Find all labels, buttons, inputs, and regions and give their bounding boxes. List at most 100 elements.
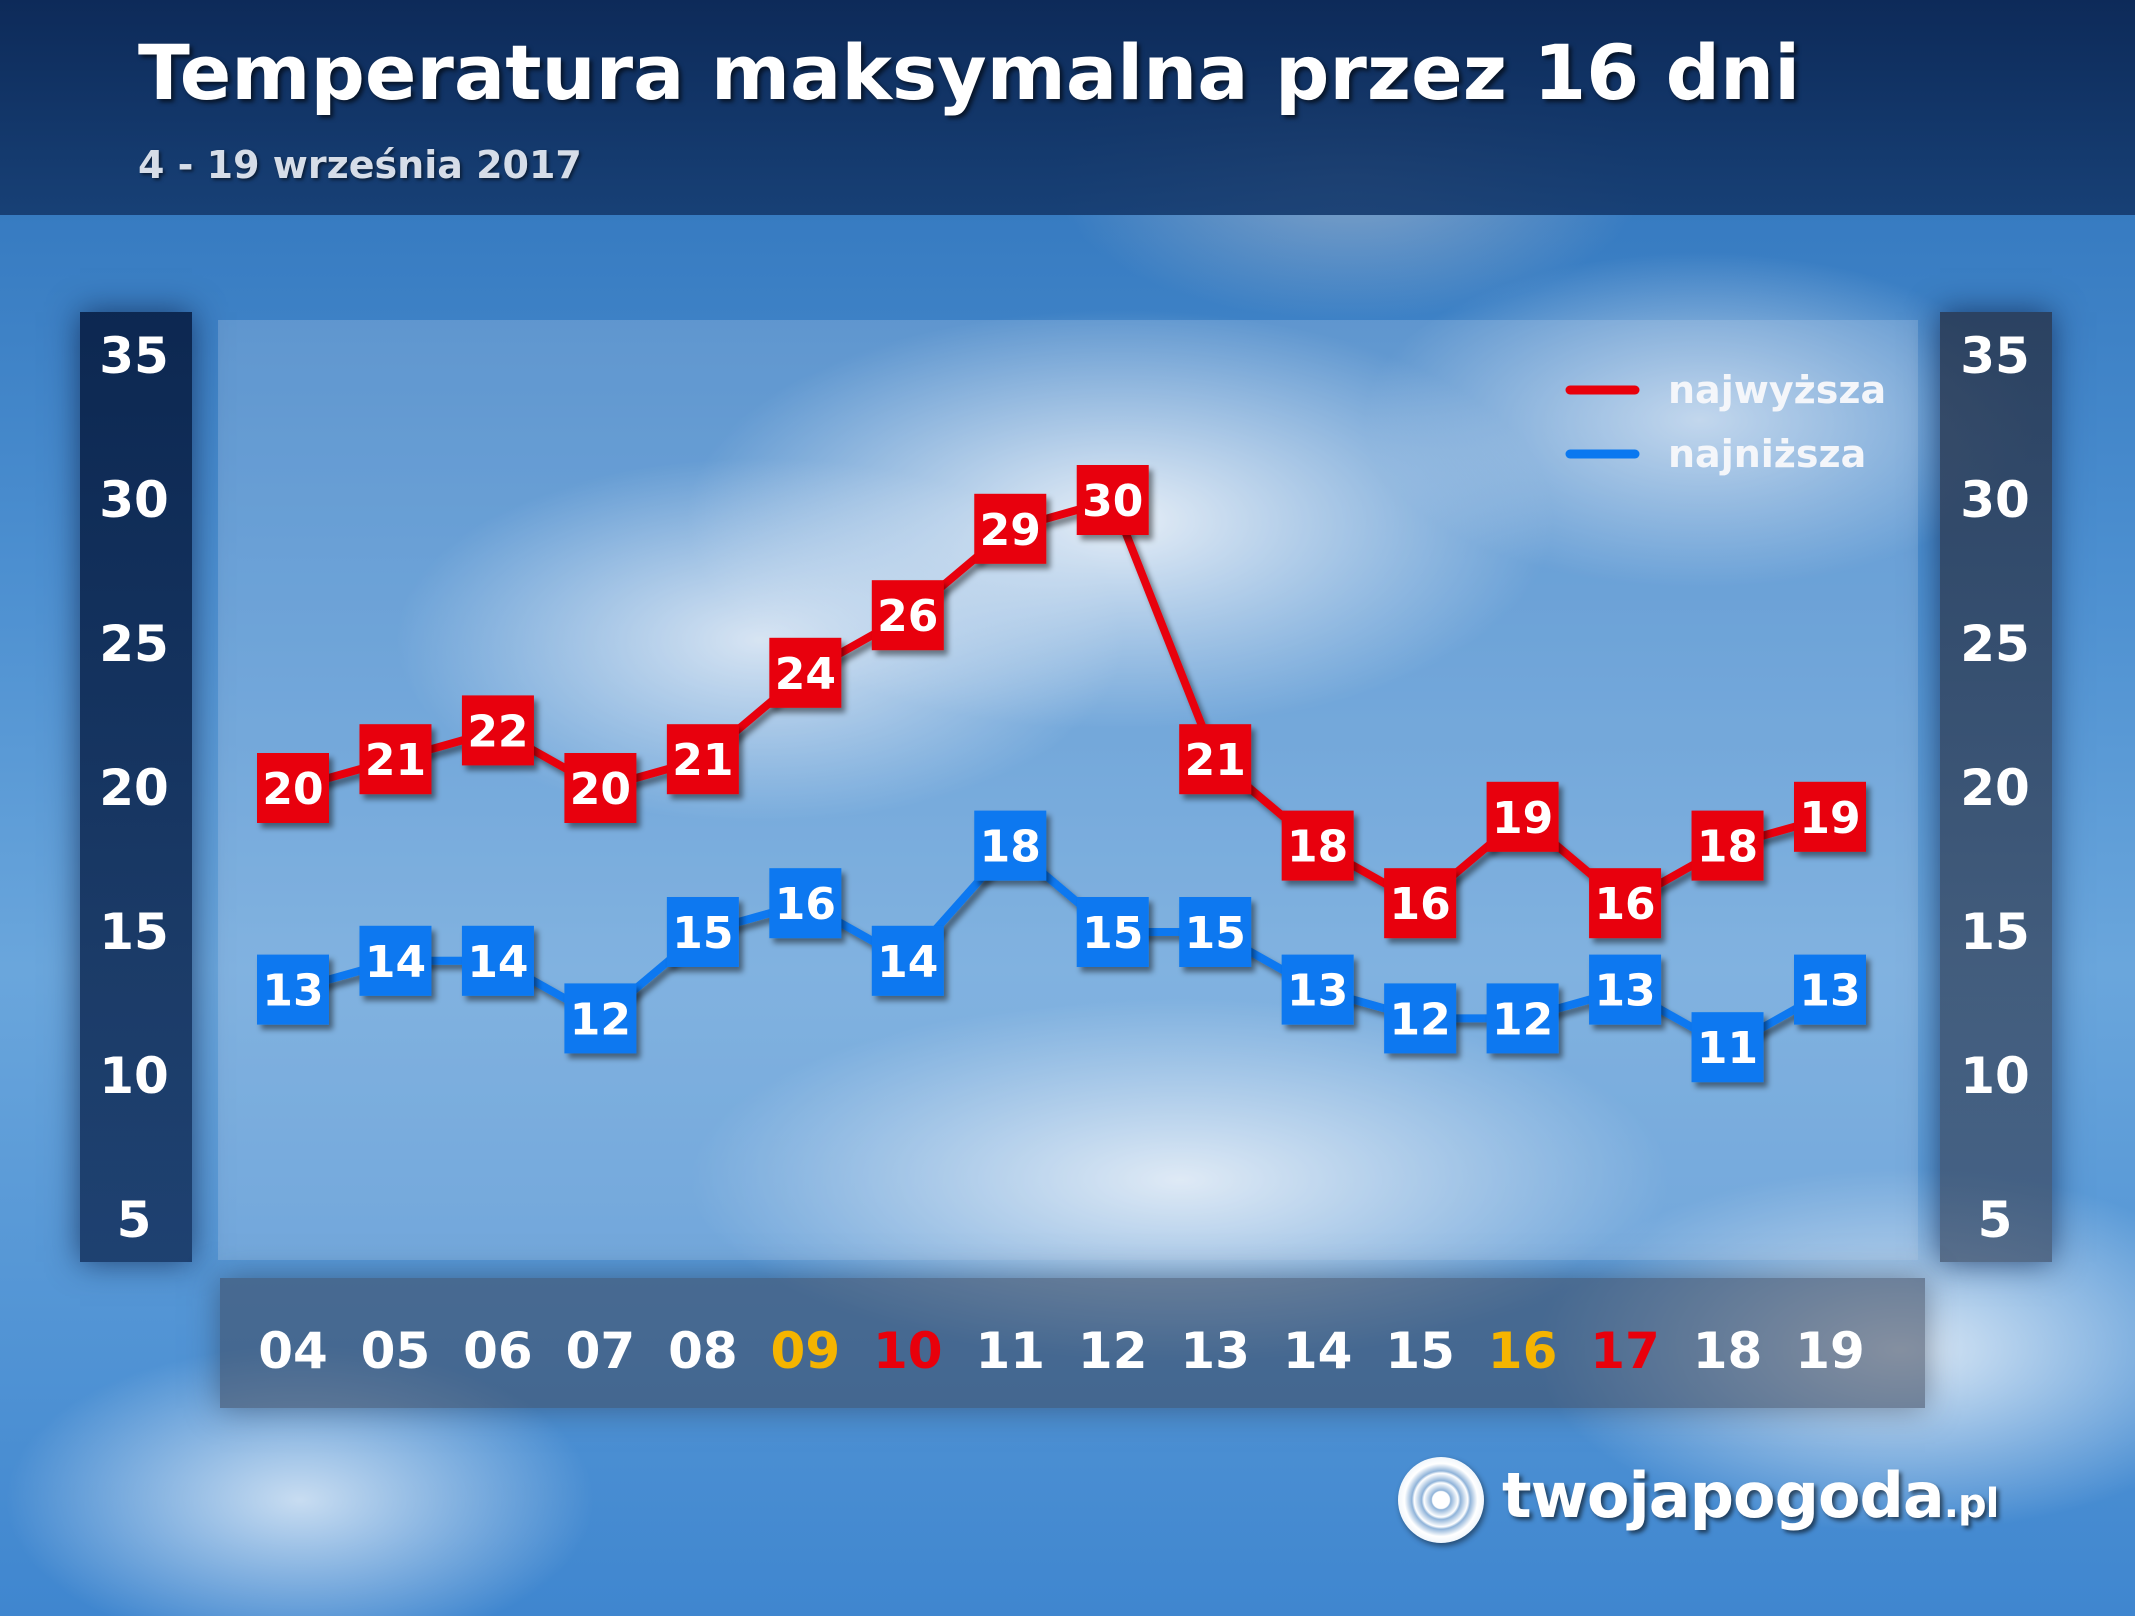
data-label: 15	[1082, 908, 1143, 959]
y-tick-label-left: 5	[117, 1191, 152, 1249]
x-tick-label: 13	[1180, 1322, 1250, 1380]
legend-label: najniższa	[1668, 432, 1866, 476]
chart-subtitle: 4 - 19 września 2017	[138, 143, 582, 187]
data-point-low: 12	[1486, 983, 1559, 1054]
data-point-box	[564, 753, 637, 823]
data-point-box	[359, 724, 432, 795]
data-point-low: 18	[974, 810, 1047, 881]
data-point-box	[1589, 868, 1662, 939]
x-tick-label: 15	[1385, 1322, 1455, 1380]
data-label: 21	[365, 735, 426, 786]
data-point-box	[1691, 1012, 1764, 1083]
data-point-box	[769, 637, 842, 708]
legend-label: najwyższa	[1668, 368, 1886, 412]
x-tick-label: 11	[975, 1322, 1045, 1380]
data-point-high: 29	[974, 493, 1047, 564]
data-point-low: 15	[666, 897, 739, 967]
data-label: 16	[775, 879, 836, 930]
data-point-box	[974, 810, 1047, 881]
y-tick-label-right: 10	[1960, 1047, 2030, 1105]
data-point-high: 26	[871, 580, 944, 651]
data-point-high: 18	[1691, 810, 1764, 881]
legend: najwyższa najniższa	[1565, 368, 1886, 476]
logo-target-icon	[1398, 1457, 1484, 1543]
data-point-box	[666, 897, 739, 967]
data-label: 14	[467, 937, 528, 988]
data-label: 11	[1697, 1023, 1758, 1074]
date-axis-strip	[220, 1278, 1925, 1408]
data-point-box	[1384, 868, 1457, 939]
data-point-low: 14	[359, 925, 432, 996]
data-point-low: 12	[564, 983, 637, 1054]
data-point-box	[1486, 983, 1559, 1054]
data-label: 13	[1287, 966, 1348, 1017]
data-point-box	[666, 724, 739, 795]
data-point-box	[974, 493, 1047, 564]
data-point-box	[1179, 897, 1252, 967]
data-label: 19	[1799, 793, 1860, 844]
x-tick-label: 06	[463, 1322, 533, 1380]
y-tick-label-left: 35	[99, 327, 169, 385]
x-tick-label: 14	[1283, 1322, 1353, 1380]
data-point-low: 15	[1076, 897, 1149, 967]
data-point-box	[257, 753, 329, 823]
data-point-high: 19	[1794, 781, 1866, 852]
x-tick-label: 19	[1795, 1322, 1865, 1380]
data-label: 30	[1082, 476, 1143, 527]
plot-area	[218, 320, 1918, 1260]
data-point-box	[1486, 781, 1559, 852]
y-tick-label-right: 30	[1960, 471, 2030, 529]
data-label: 14	[365, 937, 426, 988]
data-label: 22	[467, 706, 528, 757]
data-point-box	[1281, 954, 1354, 1025]
y-tick-label-right: 25	[1960, 615, 2030, 673]
header-banner: Temperatura maksymalna przez 16 dni 4 - …	[0, 0, 2135, 215]
data-point-box	[1179, 724, 1252, 795]
data-point-low: 11	[1691, 1012, 1764, 1083]
data-point-box	[1794, 954, 1866, 1025]
data-point-high: 19	[1486, 781, 1559, 852]
data-point-high: 30	[1076, 465, 1149, 535]
right-axis-strip	[1940, 312, 2052, 1262]
data-label: 20	[570, 764, 631, 815]
y-tick-label-right: 15	[1960, 903, 2030, 961]
data-label: 15	[672, 908, 733, 959]
data-label: 19	[1492, 793, 1553, 844]
x-tick-label: 17	[1590, 1322, 1660, 1380]
data-point-box	[1281, 810, 1354, 881]
data-point-high: 24	[769, 637, 842, 708]
data-point-low: 13	[257, 954, 329, 1025]
data-point-high: 21	[359, 724, 432, 795]
x-tick-label: 07	[566, 1322, 636, 1380]
data-point-box	[1691, 810, 1764, 881]
data-point-box	[461, 925, 534, 996]
y-tick-label-right: 20	[1960, 759, 2030, 817]
x-tick-label: 12	[1078, 1322, 1148, 1380]
data-label: 21	[672, 735, 733, 786]
y-axis-left: 5 10 15 20 25 30 35	[99, 327, 169, 1249]
data-label: 18	[1697, 822, 1758, 873]
data-point-low: 15	[1179, 897, 1252, 967]
series-layer: 20 21 22 20 21 24 26 29 30 21 18 16 19 16 18 19 13 14 14 12…	[257, 465, 1866, 1083]
logo-text: twojapogoda.pl	[1502, 1459, 1999, 1532]
data-point-low: 13	[1281, 954, 1354, 1025]
data-point-low: 13	[1589, 954, 1662, 1025]
series-line-high	[289, 496, 1834, 908]
y-tick-label-right: 5	[1978, 1191, 2013, 1249]
x-tick-label: 18	[1693, 1322, 1763, 1380]
data-point-high: 20	[564, 753, 637, 823]
x-axis: 04 05 06 07 08 09 10 11 12 13 14 15 16 17 18 19	[258, 1322, 1865, 1380]
data-label: 18	[1287, 822, 1348, 873]
x-tick-label: 08	[668, 1322, 738, 1380]
data-label: 29	[980, 505, 1041, 556]
data-point-box	[871, 580, 944, 651]
data-point-low: 16	[769, 868, 842, 939]
data-point-box	[461, 695, 534, 766]
data-label: 26	[877, 591, 938, 642]
y-tick-label-left: 10	[99, 1047, 169, 1105]
x-tick-label: 10	[873, 1322, 943, 1380]
data-point-box	[1076, 897, 1149, 967]
data-label: 12	[1390, 994, 1451, 1045]
data-label: 13	[1594, 966, 1655, 1017]
